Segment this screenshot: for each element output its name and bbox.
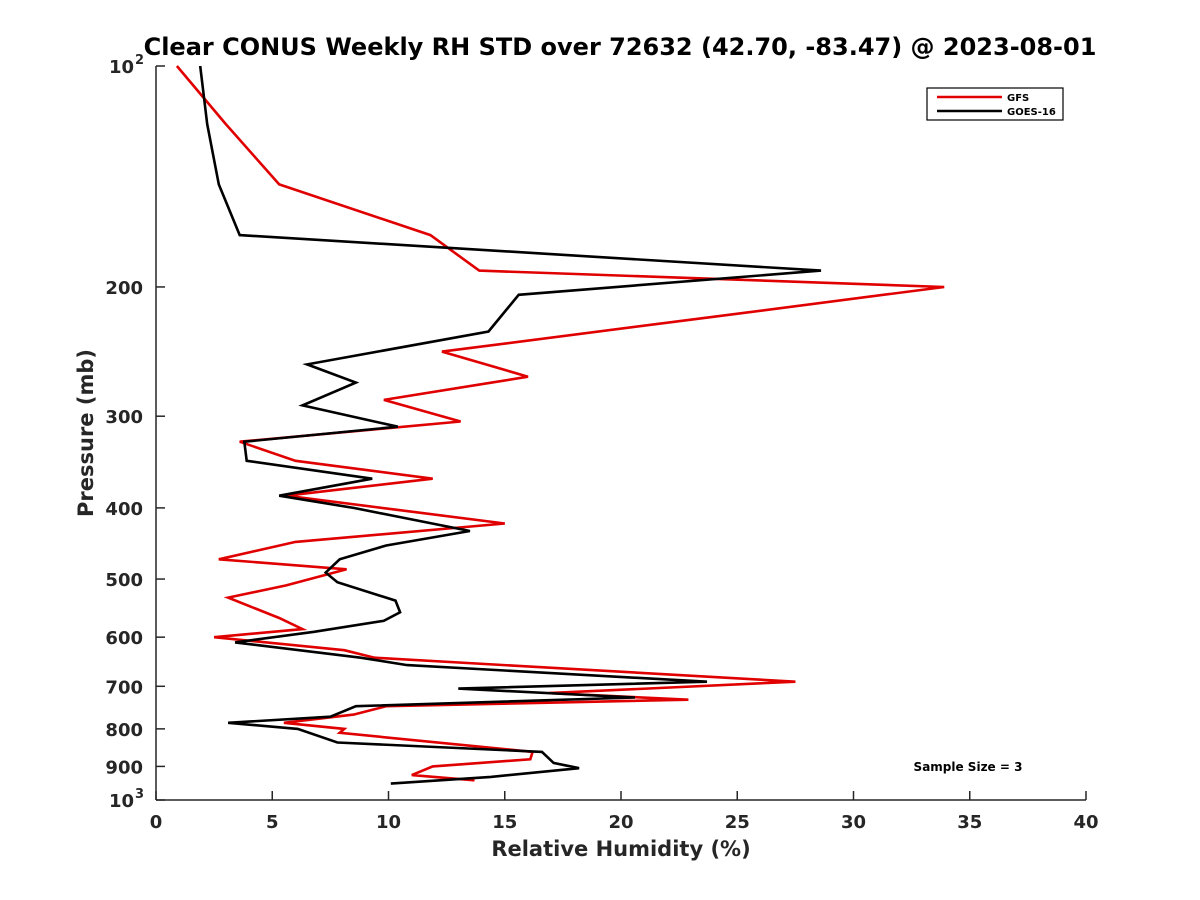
y-tick-label: 300 <box>105 407 143 428</box>
y-tick-label: 700 <box>105 677 143 698</box>
y-tick-exponent: 3 <box>135 787 144 802</box>
y-tick-label: 600 <box>105 628 143 649</box>
y-tick-label: 200 <box>105 278 143 299</box>
legend-label-goes16: GOES-16 <box>1007 107 1056 118</box>
y-tick-label: 900 <box>105 757 143 778</box>
plot-area: 0 5 10 15 20 25 30 35 40 10 220030040050060070080… <box>105 53 1098 833</box>
x-axis-ticks: 0 5 10 15 20 25 30 35 40 <box>150 791 1099 833</box>
x-axis-label: Relative Humidity (%) <box>491 837 750 861</box>
y-tick-label: 10 <box>109 791 134 812</box>
legend-label-gfs: GFS <box>1007 93 1029 104</box>
legend-box <box>926 87 1064 121</box>
x-tick-label: 35 <box>957 812 982 833</box>
series-layer <box>175 65 945 785</box>
y-tick-label: 10 <box>109 57 134 78</box>
y-tick-label: 400 <box>105 499 143 520</box>
series-line-gfs <box>175 65 945 782</box>
x-tick-label: 25 <box>725 812 750 833</box>
x-tick-label: 15 <box>492 812 517 833</box>
y-tick-label: 500 <box>105 570 143 591</box>
x-tick-label: 20 <box>608 812 633 833</box>
x-tick-label: 0 <box>150 812 163 833</box>
y-tick-label: 800 <box>105 720 143 741</box>
legend: GFS GOES-16 <box>926 87 1064 121</box>
y-tick-exponent: 2 <box>135 53 144 68</box>
x-tick-label: 5 <box>266 812 279 833</box>
x-tick-label: 30 <box>841 812 866 833</box>
chart-title: Clear CONUS Weekly RH STD over 72632 (42… <box>144 33 1097 61</box>
series-line-goes16 <box>198 65 822 785</box>
sample-size-annotation: Sample Size = 3 <box>914 760 1023 774</box>
x-tick-label: 10 <box>376 812 401 833</box>
y-axis-label: Pressure (mb) <box>74 349 98 517</box>
x-tick-label: 40 <box>1073 812 1098 833</box>
